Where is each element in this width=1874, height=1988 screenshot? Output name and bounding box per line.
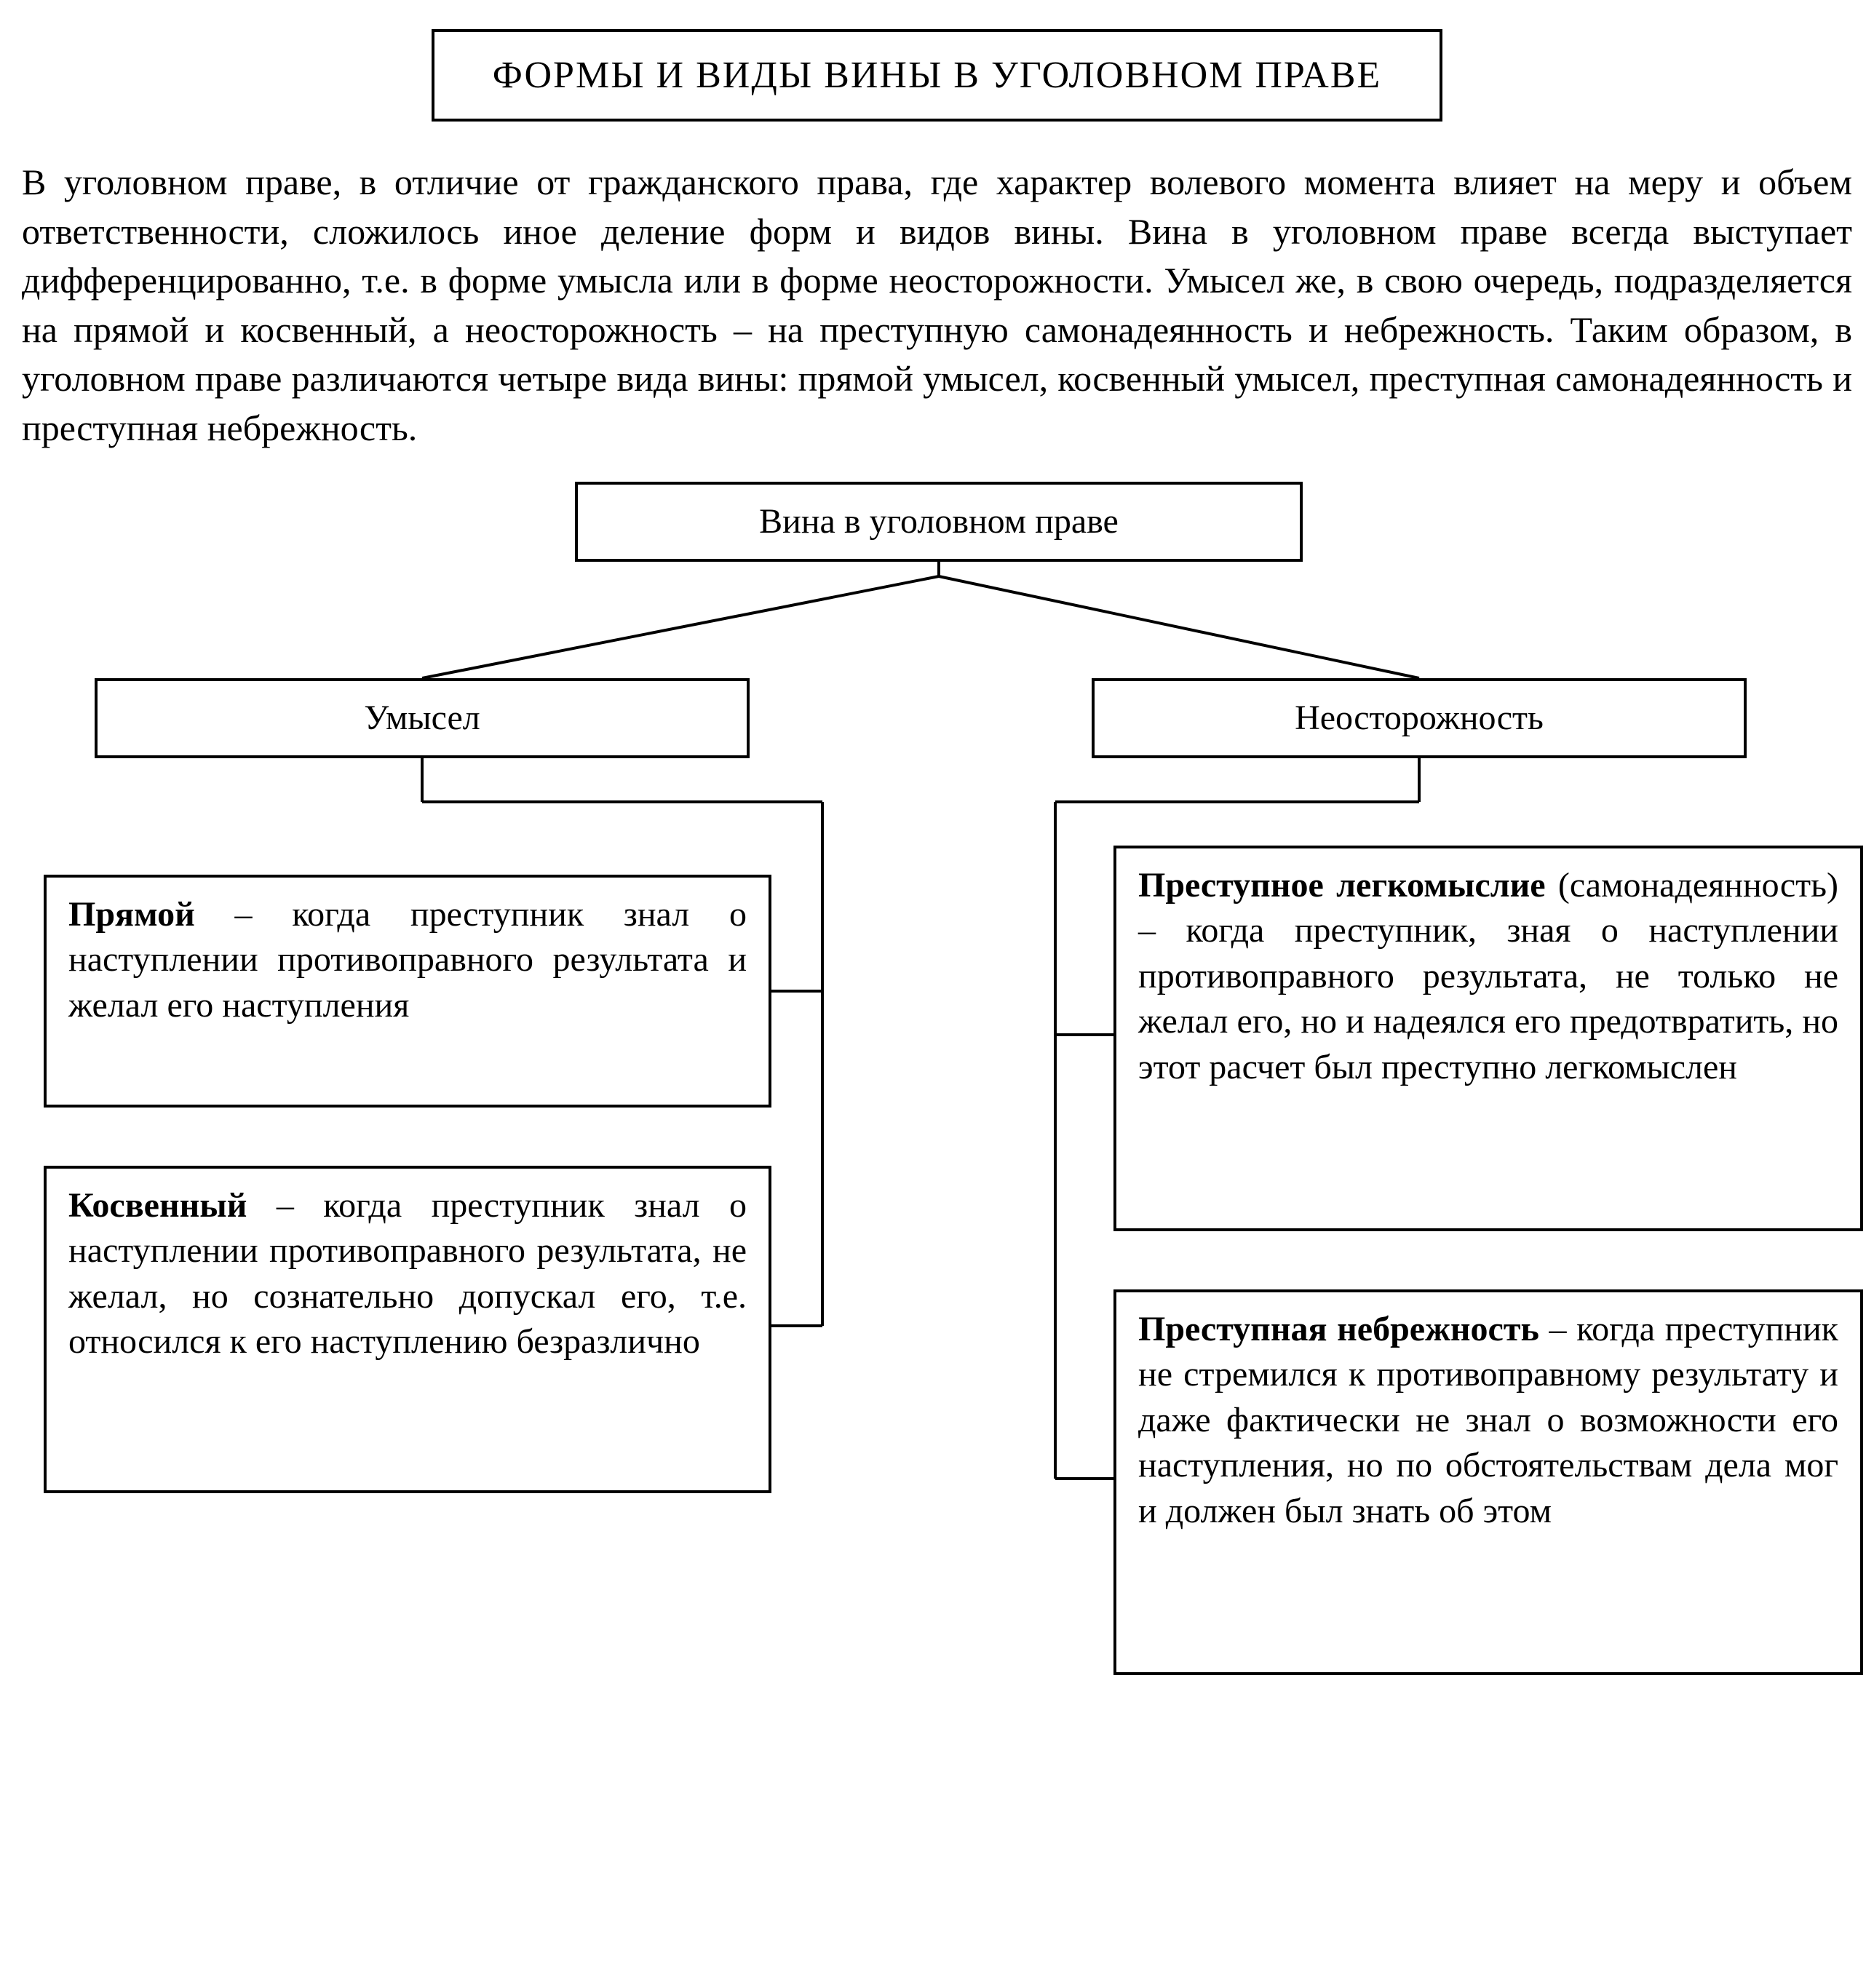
- title-text: ФОРМЫ И ВИДЫ ВИНЫ В УГОЛОВНОМ ПРАВЕ: [493, 55, 1381, 96]
- root-node: Вина в уголовном праве: [575, 482, 1303, 562]
- root-label: Вина в уголовном праве: [759, 502, 1119, 541]
- leaf-left-0-lead: Прямой: [68, 895, 195, 934]
- branch-right-label: Неосторожность: [1295, 699, 1544, 737]
- leaf-left-0: Прямой – когда преступник знал о наступл…: [44, 875, 771, 1108]
- title-box: ФОРМЫ И ВИДЫ ВИНЫ В УГОЛОВНОМ ПРАВЕ: [432, 29, 1442, 122]
- branch-left: Умысел: [95, 678, 750, 758]
- leaf-right-0-lead: Преступное легкомыслие: [1138, 866, 1546, 904]
- leaf-right-0: Преступное легкомыслие (самонадеянность)…: [1113, 846, 1863, 1231]
- leaf-left-1-lead: Косвенный: [68, 1186, 247, 1225]
- diagram-container: Вина в уголовном праве Умысел Неосторожн…: [22, 482, 1852, 1828]
- intro-paragraph: В уголовном праве, в отличие от гражданс…: [22, 158, 1852, 453]
- branch-right: Неосторожность: [1092, 678, 1747, 758]
- branch-left-label: Умысел: [364, 699, 480, 737]
- leaf-left-1: Косвенный – когда преступник знал о наст…: [44, 1166, 771, 1493]
- leaf-right-1-lead: Преступная небрежность: [1138, 1310, 1539, 1348]
- leaf-right-1: Преступная небрежность – когда преступни…: [1113, 1289, 1863, 1675]
